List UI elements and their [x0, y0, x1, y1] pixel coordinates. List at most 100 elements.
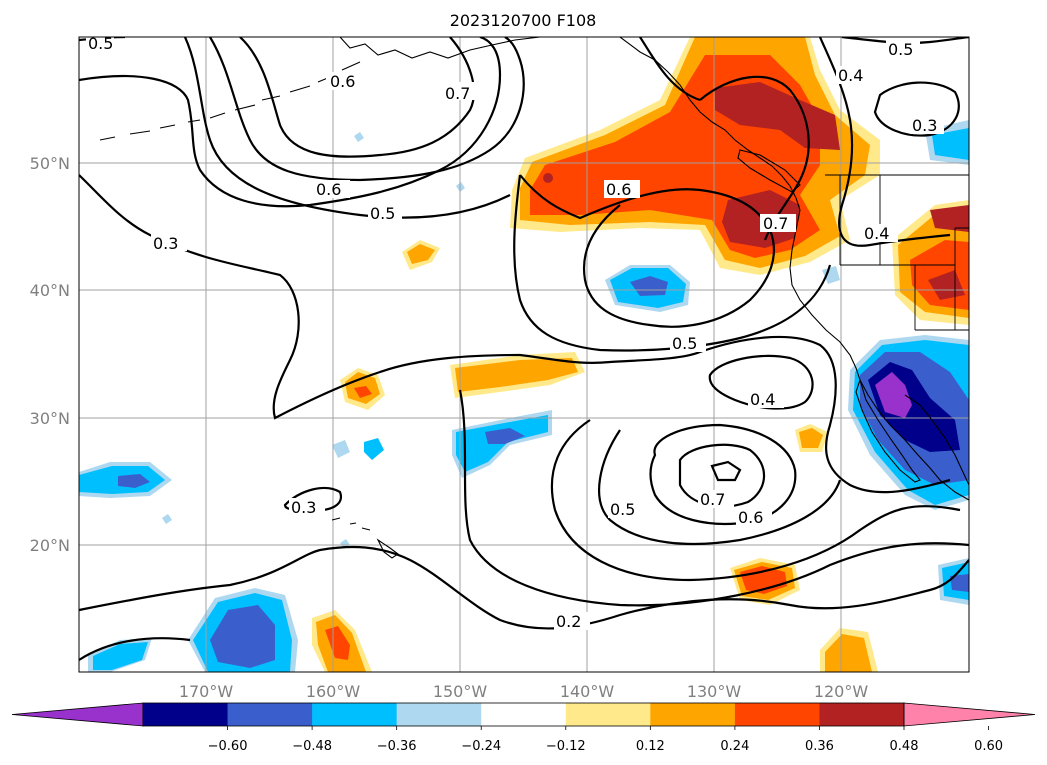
- lat-label-30n: 30°N: [30, 409, 70, 428]
- colorbar-tick-label: −0.60: [208, 739, 248, 754]
- colorbar-tick-label: 0.36: [805, 739, 834, 754]
- contour-0.6-upper: [209, 37, 525, 182]
- negative-anomaly-small: [354, 132, 364, 142]
- graticule: [79, 37, 969, 672]
- positive-anomaly-small: [325, 626, 350, 660]
- negative-anomaly-west: [118, 474, 150, 488]
- latitude-labels: 50°N 40°N 30°N 20°N: [30, 154, 70, 555]
- colorbar-tick-label: −0.36: [377, 739, 417, 754]
- contour-label-bg: [698, 490, 734, 508]
- positive-anomaly-west-coast: [930, 205, 969, 232]
- map-frame: [78, 36, 970, 673]
- contour-label-bg: [289, 498, 325, 516]
- colorbar-segment: [481, 703, 567, 726]
- contour-0.4-south-central: [708, 354, 814, 410]
- colorbar-tick-label: −0.48: [292, 739, 332, 754]
- lon-label-150w: 150°W: [433, 682, 488, 701]
- negative-anomaly-southwest: [875, 372, 912, 418]
- contour-label-bg: [314, 180, 350, 198]
- contour-label: 0.6: [330, 72, 355, 91]
- colorbar-segment: [312, 703, 398, 726]
- contour-label: 0.6: [738, 508, 763, 527]
- negative-anomaly-small: [93, 642, 148, 670]
- contour-0.3-northeast: [873, 81, 960, 137]
- baja-california: [855, 378, 921, 483]
- contour-label: 0.4: [864, 224, 889, 243]
- contour-0.5-low: [598, 429, 842, 546]
- contour-0.4-lower: [550, 419, 961, 582]
- contour-label-bg: [86, 37, 114, 52]
- contour-label: 0.3: [291, 498, 316, 517]
- contour-0.7-northeast: [699, 75, 810, 241]
- hawaii-islands: [331, 517, 399, 559]
- lon-label-140w: 140°W: [560, 682, 615, 701]
- negative-anomaly-small: [364, 438, 384, 460]
- contour-label: 0.4: [750, 390, 775, 409]
- lon-label-120w: 120°W: [814, 682, 869, 701]
- positive-anomaly-small: [455, 358, 578, 392]
- contour-0.6-northeast: [639, 37, 701, 102]
- colorbar-segment: [565, 703, 651, 726]
- map-title: 2023120700 F108: [450, 11, 597, 30]
- colorbar-segment: [143, 703, 229, 726]
- lat-label-50n: 50°N: [30, 154, 70, 173]
- longitude-labels: 170°W 160°W 150°W 140°W 130°W 120°W: [179, 682, 869, 701]
- contour-0.5-south: [609, 335, 951, 494]
- anomaly-shading: [79, 37, 969, 672]
- lon-label-160w: 160°W: [306, 682, 361, 701]
- colorbar-segment: [734, 703, 820, 726]
- contour-label-bg: [670, 334, 706, 352]
- negative-anomaly-central: [485, 428, 525, 444]
- lat-label-40n: 40°N: [30, 281, 70, 300]
- contour-label-bg: [886, 40, 920, 58]
- contour-0.7-center: [710, 460, 742, 482]
- colorbar-segment: [227, 703, 313, 726]
- contour-label: 0.5: [888, 40, 913, 59]
- alaska-coastline: [339, 37, 541, 59]
- contour-label: 0.2: [556, 612, 581, 631]
- map-panel: 0.5 0.6 0.7 0.6 0.5 0.3 0.5 0.4 0.3 0.: [78, 34, 970, 673]
- contour-label-bg: [441, 82, 477, 100]
- contour-0.6-central: [519, 174, 775, 328]
- lat-label-20n: 20°N: [30, 536, 70, 555]
- colorbar-segment: [650, 703, 736, 726]
- contour-label: 0.5: [88, 34, 113, 53]
- contour-label-bg: [326, 72, 362, 90]
- contour-label-bg: [910, 116, 944, 134]
- contour-0.5-central: [513, 174, 832, 352]
- positive-anomaly-west-coast: [928, 270, 965, 300]
- contour-label: 0.7: [763, 214, 788, 233]
- negative-anomaly-small: [332, 440, 350, 458]
- contour-label: 0.6: [606, 180, 631, 199]
- us-west-coastline: [789, 209, 969, 501]
- colorbar-tick-label: 0.12: [636, 739, 665, 754]
- colorbar-tick-label: 0.48: [890, 739, 919, 754]
- contour-label-bg: [604, 180, 640, 198]
- colorbar-tick-label: −0.12: [546, 739, 586, 754]
- negative-anomaly-small: [950, 574, 969, 592]
- contour-0.2-south: [79, 545, 969, 630]
- contour-0.6-low: [649, 423, 797, 525]
- colorbar-extend-high: [903, 702, 1036, 727]
- colorbar-tick-label: 0.60: [974, 739, 1003, 754]
- positive-anomaly-small: [825, 634, 872, 672]
- contour-label: 0.5: [610, 500, 635, 519]
- colorbar-extend-low: [11, 702, 144, 727]
- contour-label: 0.6: [316, 180, 341, 199]
- positive-anomaly-dot: [543, 173, 553, 183]
- colorbar-segment: [819, 703, 905, 726]
- contour-0.5-upper: [183, 37, 511, 219]
- negative-anomaly-northeast-corner: [932, 128, 969, 160]
- negative-anomaly-small: [162, 514, 172, 524]
- positive-anomaly-small: [799, 428, 823, 448]
- negative-anomaly-southwest-ocean: [210, 605, 275, 668]
- contour-label: 0.7: [700, 490, 725, 509]
- contour-label-bg: [554, 612, 590, 630]
- southeast-alaska-coastline: [619, 37, 801, 211]
- contour-label: 0.5: [672, 334, 697, 353]
- colorbar-frame: [142, 702, 905, 727]
- lon-label-130w: 130°W: [687, 682, 742, 701]
- contour-0.5-northeast: [841, 37, 969, 45]
- positive-anomaly-small: [407, 244, 435, 264]
